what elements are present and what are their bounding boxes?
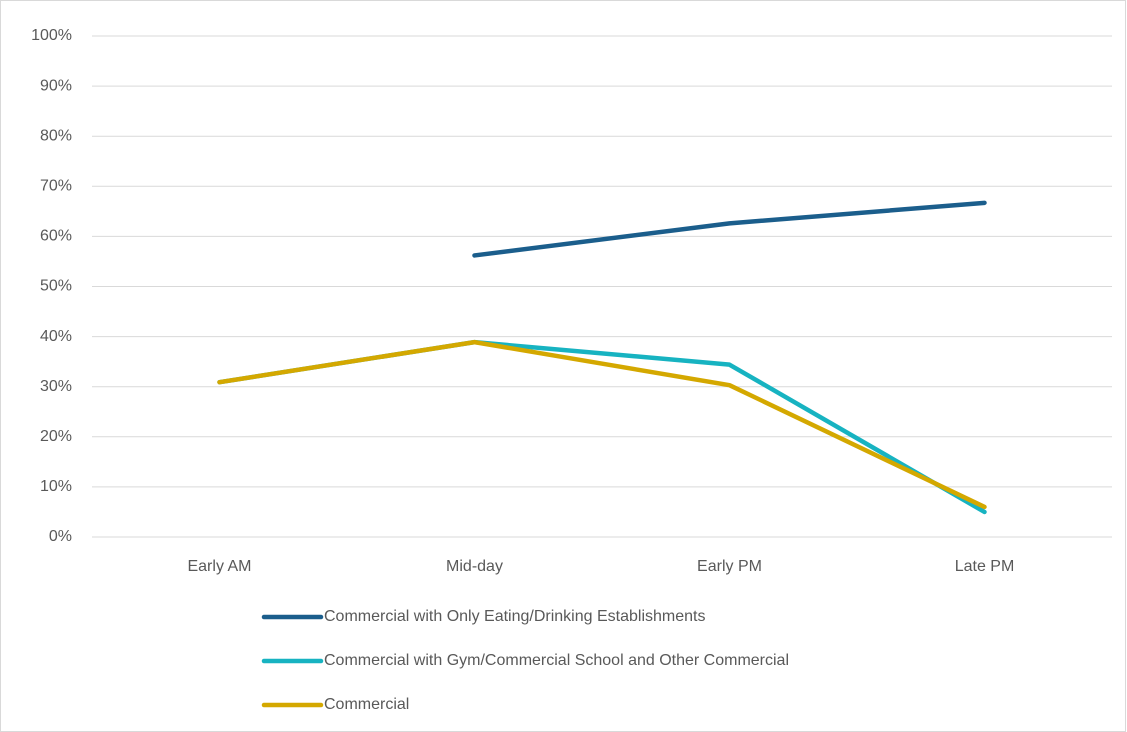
y-tick-label: 100% (31, 27, 72, 44)
y-tick-label: 80% (40, 127, 72, 144)
y-tick-label: 0% (49, 528, 72, 545)
y-tick-label: 30% (40, 378, 72, 395)
y-tick-label: 40% (40, 328, 72, 345)
legend-label: Commercial with Only Eating/Drinking Est… (324, 608, 705, 625)
y-tick-label: 10% (40, 478, 72, 495)
series-line (217, 339, 987, 510)
y-tick-label: 90% (40, 77, 72, 94)
y-tick-label: 50% (40, 278, 72, 295)
x-tick-label: Mid-day (446, 558, 503, 575)
y-tick-label: 20% (40, 428, 72, 445)
x-tick-label: Late PM (955, 558, 1015, 575)
series-line (472, 200, 987, 258)
x-tick-label: Early AM (187, 558, 251, 575)
y-tick-label: 60% (40, 228, 72, 245)
y-tick-label: 70% (40, 178, 72, 195)
legend-label: Commercial (324, 696, 409, 713)
x-tick-label: Early PM (697, 558, 762, 575)
legend-label: Commercial with Gym/Commercial School an… (324, 652, 789, 669)
